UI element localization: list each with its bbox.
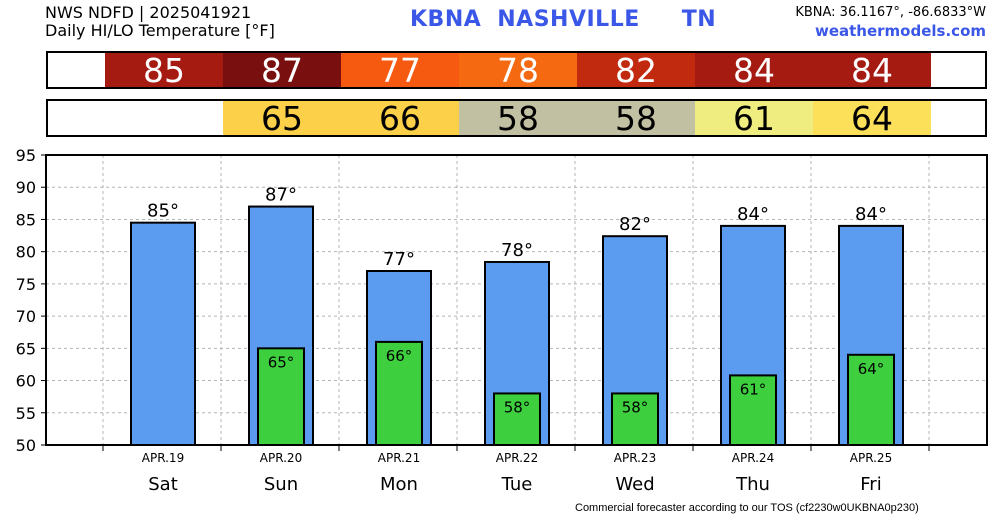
hi-temp-cell: 84: [813, 53, 931, 89]
station-code: KBNA: [410, 7, 482, 32]
date-label: APR.25: [850, 451, 892, 465]
station-heading: KBNA NASHVILLE TN: [410, 7, 716, 32]
lo-temp-cell: 61: [695, 101, 813, 137]
footer-note: Commercial forecaster according to our T…: [575, 502, 919, 514]
y-tick-label: 80: [16, 243, 36, 262]
y-tick-label: 85: [16, 210, 36, 229]
date-label: APR.20: [260, 451, 302, 465]
hi-temp-cell: 78: [459, 53, 577, 89]
y-tick-label: 70: [16, 307, 36, 326]
y-tick-label: 75: [16, 275, 36, 294]
date-label: APR.19: [142, 451, 184, 465]
day-label: Sun: [264, 474, 298, 495]
date-label: APR.21: [378, 451, 420, 465]
plot-frame: [45, 154, 988, 446]
y-tick-label: 50: [16, 436, 36, 455]
high-temp-label: 85°: [147, 201, 179, 222]
lo-temp-cell: 65: [223, 101, 341, 137]
low-temp-label: 58°: [622, 398, 649, 416]
y-tick-label: 95: [16, 146, 36, 165]
hi-temp-cell: 85: [105, 53, 223, 89]
station-coordinates: KBNA: 36.1167°, -86.6833°W: [795, 5, 986, 20]
hi-temp-cell: 87: [223, 53, 341, 89]
hi-temp-cell: 77: [341, 53, 459, 89]
date-label: APR.24: [732, 451, 774, 465]
date-label: APR.22: [496, 451, 538, 465]
lo-temp-cell: 64: [813, 101, 931, 137]
high-temp-strip: 85 87 77 78 82 84 84: [46, 51, 987, 89]
product-subtitle: Daily HI/LO Temperature [°F]: [45, 21, 275, 40]
high-temp-label: 84°: [855, 204, 887, 225]
low-temp-label: 65°: [268, 353, 295, 371]
site-link[interactable]: weathermodels.com: [814, 22, 986, 40]
date-label: APR.23: [614, 451, 656, 465]
low-temp-bar: [375, 340, 423, 446]
low-temp-label: 66°: [386, 347, 413, 365]
low-temp-strip: 65 66 58 58 61 64: [46, 99, 987, 137]
hi-temp-cell: 84: [695, 53, 813, 89]
product-title: NWS NDFD | 2025041921: [45, 3, 252, 22]
high-temp-label: 87°: [265, 185, 297, 206]
high-temp-label: 84°: [737, 204, 769, 225]
y-tick-label: 90: [16, 178, 36, 197]
y-tick-label: 65: [16, 339, 36, 358]
low-temp-bar: [257, 347, 305, 447]
low-temp-bar: [611, 392, 659, 447]
high-temp-bar: [130, 221, 196, 446]
lo-temp-cell: 58: [459, 101, 577, 137]
lo-temp-cell: 66: [341, 101, 459, 137]
high-temp-label: 77°: [383, 249, 415, 270]
station-state: TN: [681, 7, 717, 32]
y-tick-label: 55: [16, 404, 36, 423]
high-temp-label: 78°: [501, 240, 533, 261]
lo-temp-cell: 58: [577, 101, 695, 137]
day-label: Tue: [501, 474, 533, 495]
station-city: NASHVILLE: [497, 7, 640, 32]
day-label: Fri: [860, 474, 881, 495]
high-temp-label: 82°: [619, 214, 651, 235]
day-label: Wed: [615, 474, 654, 495]
low-temp-label: 61°: [740, 380, 767, 398]
low-temp-label: 64°: [858, 360, 885, 378]
day-label: Sat: [148, 474, 178, 495]
day-label: Mon: [380, 474, 418, 495]
hi-temp-cell: 82: [577, 53, 695, 89]
y-tick-label: 60: [16, 372, 36, 391]
low-temp-bar: [729, 374, 777, 446]
low-temp-label: 58°: [504, 398, 531, 416]
day-label: Thu: [735, 474, 770, 495]
